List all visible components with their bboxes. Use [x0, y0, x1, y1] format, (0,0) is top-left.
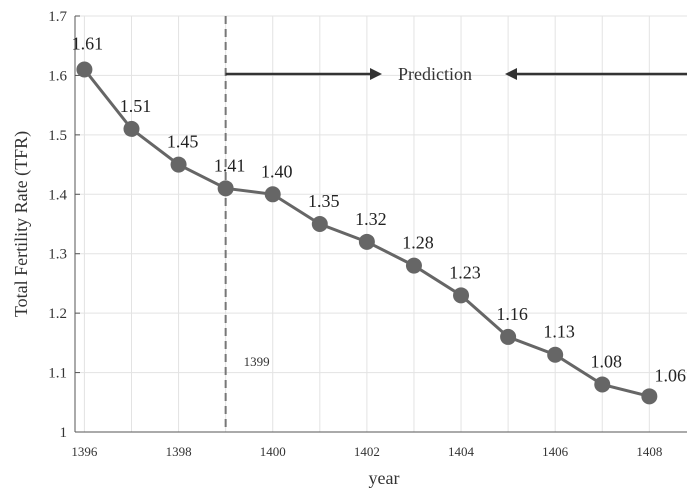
data-point [453, 287, 470, 304]
data-label: 1.41 [214, 155, 246, 175]
x-axis-title: year [369, 468, 400, 488]
y-tick-label: 1.5 [48, 128, 67, 144]
prediction-arrowhead-left [505, 68, 517, 80]
data-label: 1.40 [261, 161, 293, 181]
x-tick-label: 1406 [542, 444, 569, 459]
y-tick-label: 1.4 [48, 187, 67, 203]
data-point [500, 328, 517, 345]
prediction-arrowhead-right [370, 68, 382, 80]
data-point [594, 376, 611, 393]
data-point [76, 61, 93, 78]
data-point [311, 216, 328, 232]
data-point [547, 346, 564, 363]
x-tick-label: 1404 [448, 444, 475, 459]
data-labels: 1.61 1.51 1.45 1.41 1.40 1.35 1.32 1.28 1.23 1.16… [72, 33, 686, 385]
x-tick-label: 1402 [354, 444, 380, 459]
data-label: 1.61 [72, 33, 104, 53]
series [76, 61, 658, 405]
data-point [641, 388, 658, 405]
data-label: 1.23 [449, 262, 481, 282]
y-tick-label: 1.3 [48, 247, 67, 263]
y-tick-label: 1.1 [48, 366, 67, 382]
prediction-label: Prediction [398, 64, 472, 84]
x-tick-label: 1398 [166, 444, 192, 459]
y-tick-label: 1.2 [48, 306, 67, 322]
x-tick-label: 1408 [636, 444, 662, 459]
data-label: 1.13 [543, 322, 575, 342]
data-label: 1.28 [402, 233, 434, 253]
data-label: 1.16 [496, 304, 528, 324]
data-point [217, 180, 234, 197]
y-tick-label: 1.6 [48, 68, 67, 84]
y-tick-label: 1 [60, 425, 68, 441]
data-point [170, 156, 187, 173]
y-axis-title: Total Fertility Rate (TFR) [11, 131, 32, 317]
data-point [264, 186, 281, 203]
x-tick-label: 1396 [71, 444, 98, 459]
y-tick-label: 1.7 [48, 9, 67, 25]
data-label: 1.45 [167, 132, 199, 152]
split-line-label: 1399 [244, 354, 270, 369]
data-label: 1.06 [655, 365, 687, 385]
axes: 1 1.1 1.2 1.3 1.4 1.5 1.6 1.7 1396 1398 1400 1402 14… [48, 9, 687, 459]
data-point [123, 120, 140, 137]
prediction-split: 1399 [224, 16, 270, 432]
data-label: 1.35 [308, 191, 340, 211]
data-label: 1.51 [120, 96, 152, 116]
x-tick-label: 1400 [260, 444, 286, 459]
data-label: 1.32 [355, 209, 387, 229]
prediction-annotation: Prediction [225, 64, 687, 84]
data-point [358, 233, 375, 250]
data-label: 1.08 [591, 351, 623, 371]
data-point [405, 257, 422, 274]
